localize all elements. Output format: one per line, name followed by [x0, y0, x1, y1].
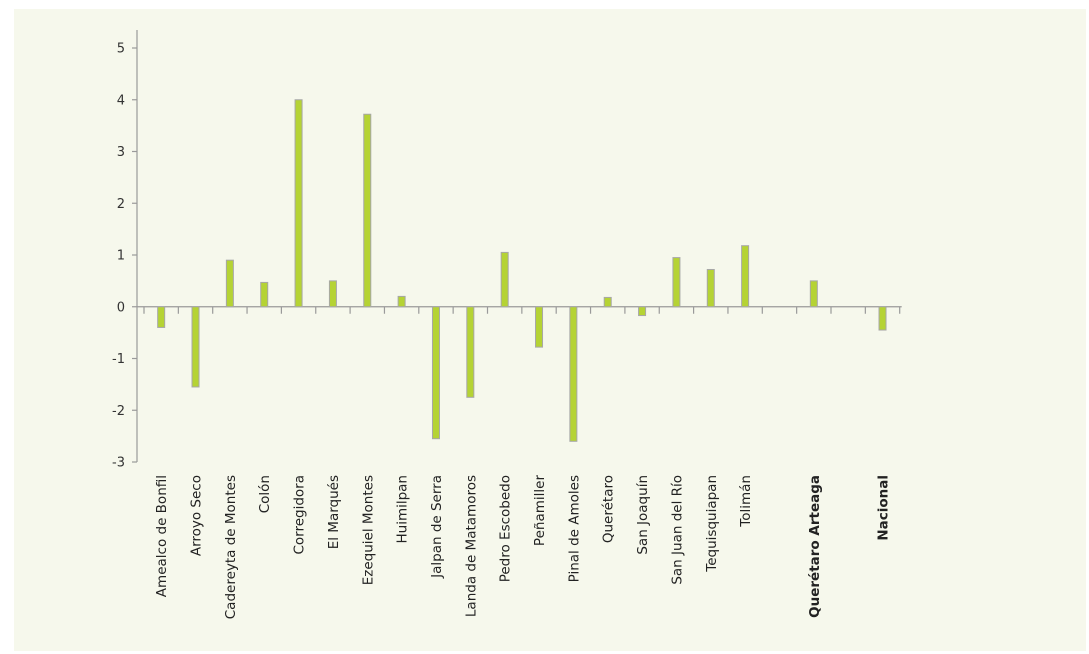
chart-axes: 5 4 3 2 1 0 -1 -2 -3: [112, 30, 902, 471]
category-label: San Juan del Río: [669, 475, 685, 585]
y-tick-label: -2: [112, 404, 125, 419]
chart-bars: [157, 99, 887, 442]
category-label: Tequisquiapan: [704, 475, 720, 573]
bar: [328, 280, 337, 308]
bar: [431, 306, 440, 440]
bar: [225, 259, 234, 308]
category-label: Arroyo Seco: [189, 475, 205, 556]
bar: [397, 295, 406, 308]
category-label: Tolimán: [738, 475, 754, 528]
bar: [672, 257, 681, 308]
y-tick-label: -1: [112, 352, 125, 367]
category-label: Amealco de Bonfil: [154, 475, 170, 597]
bar: [569, 306, 578, 442]
bar: [706, 268, 715, 308]
y-tick-label: 0: [117, 300, 125, 315]
category-label: Corregidora: [292, 475, 308, 555]
y-tick-label: 4: [117, 93, 125, 108]
bar: [741, 245, 750, 308]
category-label: Huimilpan: [395, 475, 411, 544]
bar: [535, 306, 544, 348]
bar: [500, 251, 509, 308]
bar: [294, 99, 303, 308]
bar: [191, 306, 200, 388]
category-label: Peñamiller: [532, 475, 548, 547]
y-tick-label: 3: [117, 145, 125, 160]
category-label: Querétaro Arteaga: [807, 475, 823, 618]
category-label: San Joaquín: [635, 475, 651, 555]
bar: [878, 306, 887, 331]
category-label: Jalpan de Serra: [429, 475, 445, 579]
category-label: Pinal de Amoles: [566, 475, 582, 582]
chart-category-labels: Amealco de Bonfil Arroyo Seco Cadereyta de…: [154, 475, 891, 620]
category-label: Cadereyta de Montes: [223, 475, 239, 619]
category-label: Pedro Escobedo: [498, 475, 514, 582]
y-tick-label: -3: [112, 456, 125, 471]
bar: [157, 306, 166, 328]
bar: [260, 281, 269, 308]
y-tick-label: 1: [117, 249, 125, 264]
y-tick-label: 5: [117, 42, 125, 57]
category-label: Landa de Matamoros: [463, 475, 479, 617]
bar: [466, 306, 475, 398]
category-label: Nacional: [876, 475, 892, 541]
bar: [363, 113, 372, 308]
category-label: Ezequiel Montes: [360, 475, 376, 585]
bar: [809, 280, 818, 308]
bar: [638, 306, 647, 317]
category-label: Colón: [257, 475, 273, 513]
bar: [603, 296, 612, 308]
category-label: Querétaro: [601, 475, 617, 543]
category-label: El Marqués: [326, 475, 342, 549]
y-tick-label: 2: [117, 197, 125, 212]
